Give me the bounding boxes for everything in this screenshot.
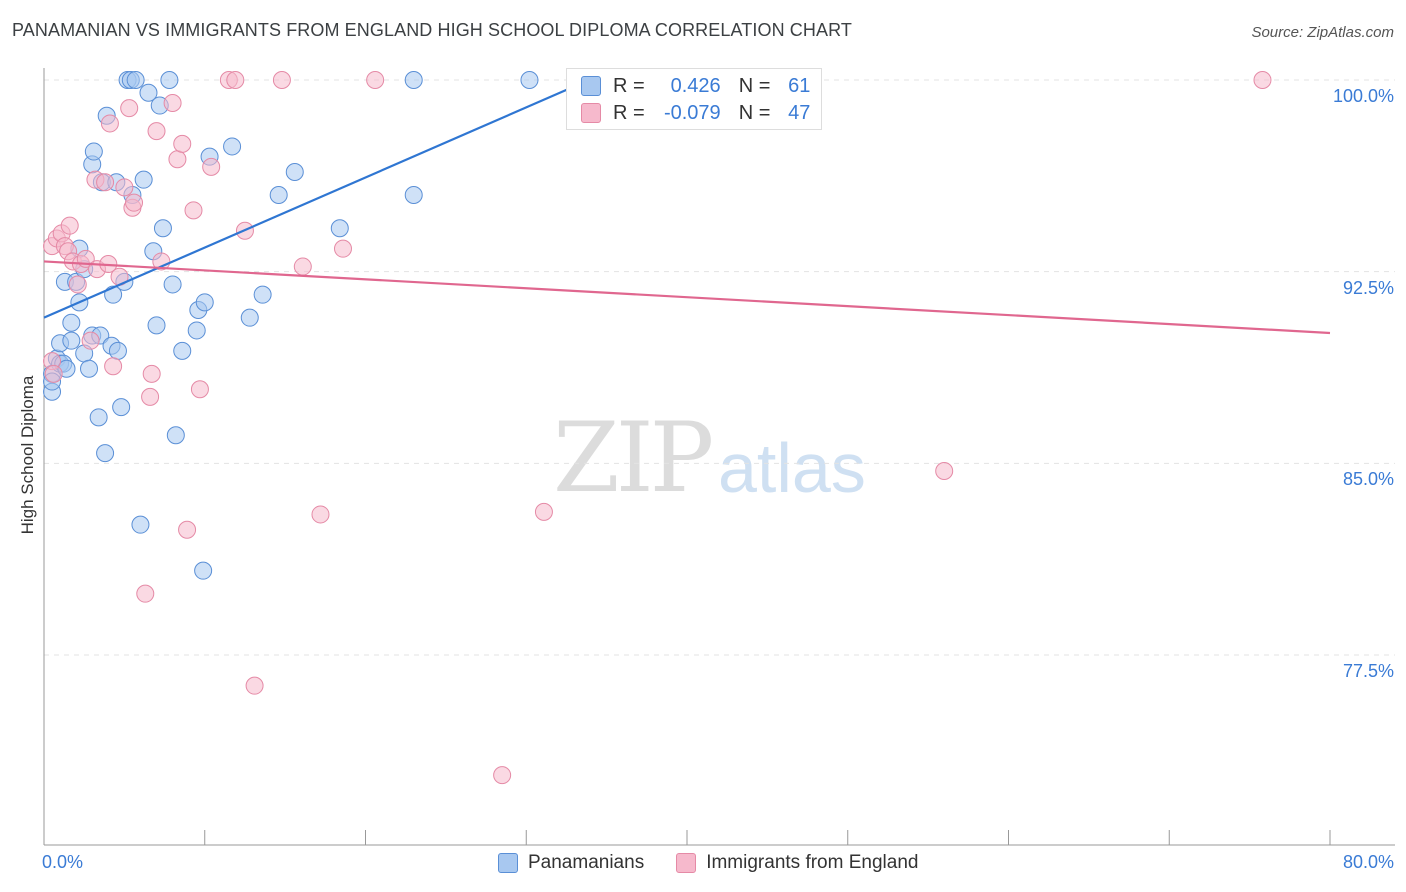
england-point xyxy=(245,676,264,695)
stats-legend: R = 0.426 N = 61 R = -0.079 N = 47 xyxy=(566,68,822,130)
panamanian-point xyxy=(80,359,99,378)
r-value-panamanians: 0.426 xyxy=(670,74,721,97)
blue-swatch xyxy=(498,853,518,873)
england-point xyxy=(178,520,197,539)
panamanian-point xyxy=(187,321,206,340)
panamanian-point xyxy=(131,515,150,534)
panamanian-point xyxy=(223,137,242,156)
england-point xyxy=(366,71,385,89)
england-point xyxy=(120,99,139,118)
panamanian-point xyxy=(62,313,81,332)
panamanian-point xyxy=(240,308,259,327)
england-point xyxy=(147,122,166,141)
england-point xyxy=(935,462,954,480)
panamanian-point xyxy=(404,71,423,89)
england-point xyxy=(96,173,115,192)
stats-row-panamanians: R = 0.426 N = 61 xyxy=(581,73,810,99)
england-point xyxy=(293,257,312,276)
england-point xyxy=(272,71,291,89)
watermark-zip: ZIP xyxy=(553,402,714,514)
england-point xyxy=(1253,71,1272,89)
panamanian-point xyxy=(96,444,115,463)
x-tick-max: 80.0% xyxy=(1342,852,1394,872)
england-point xyxy=(311,505,330,524)
england-point xyxy=(190,380,209,399)
x-tick-min: 0.0% xyxy=(42,852,84,872)
england-point xyxy=(142,364,161,383)
r-label: R = xyxy=(613,101,645,124)
panamanian-point xyxy=(195,293,214,312)
watermark-atlas: atlas xyxy=(718,429,866,507)
legend-label-england: Immigrants from England xyxy=(706,852,919,873)
panamanian-point xyxy=(330,219,349,238)
england-point xyxy=(100,114,119,133)
england-point xyxy=(44,364,63,383)
panamanian-point xyxy=(253,285,272,304)
panamanian-point xyxy=(147,316,166,335)
england-point xyxy=(226,71,245,89)
panamanian-point xyxy=(112,398,131,417)
stats-row-england: R = -0.079 N = 47 xyxy=(581,100,810,126)
panamanian-point xyxy=(153,219,172,238)
england-point xyxy=(115,178,134,197)
n-label: N = xyxy=(738,101,771,124)
england-point xyxy=(136,584,155,603)
legend-item-panamanians[interactable]: Panamanians xyxy=(498,852,644,874)
england-point xyxy=(104,357,123,376)
panamanian-point xyxy=(163,275,182,294)
legend-label-panamanians: Panamanians xyxy=(528,852,645,873)
n-value-panamanians: 61 xyxy=(788,74,811,97)
england-point xyxy=(168,150,187,169)
y-tick-92-5: 92.5% xyxy=(1342,278,1394,298)
panamanian-point xyxy=(126,71,145,89)
england-point xyxy=(534,502,553,521)
panamanian-point xyxy=(269,186,288,204)
legend-item-england[interactable]: Immigrants from England xyxy=(676,852,918,874)
y-axis-label: High School Diploma xyxy=(18,375,37,535)
panamanian-point xyxy=(108,341,127,360)
pink-swatch xyxy=(581,103,601,123)
england-point xyxy=(68,275,87,294)
england-point xyxy=(60,216,79,235)
bottom-legend: Panamanians Immigrants from England xyxy=(498,852,950,874)
panamanian-point xyxy=(84,142,103,161)
blue-swatch xyxy=(581,76,601,96)
y-tick-77-5: 77.5% xyxy=(1342,661,1394,681)
england-point xyxy=(202,157,221,176)
panamanian-point xyxy=(520,71,539,89)
england-point xyxy=(163,94,182,112)
england-point xyxy=(184,201,203,220)
panamanian-point xyxy=(404,186,423,204)
pink-swatch xyxy=(676,853,697,873)
chart-title: PANAMANIAN VS IMMIGRANTS FROM ENGLAND HI… xyxy=(12,20,852,40)
r-label: R = xyxy=(613,74,645,97)
panamanian-point xyxy=(62,331,81,350)
england-point xyxy=(81,331,100,350)
n-value-england: 47 xyxy=(788,101,811,124)
panamanian-point xyxy=(194,561,213,580)
panamanian-point xyxy=(173,341,192,360)
r-value-england: -0.079 xyxy=(663,101,721,124)
panamanian-trend-line xyxy=(43,71,608,319)
source-label: Source: ZipAtlas.com xyxy=(1251,24,1394,41)
panamanian-point xyxy=(134,170,153,189)
england-point xyxy=(125,193,144,212)
panamanian-point xyxy=(166,426,185,445)
n-label: N = xyxy=(738,74,771,97)
panamanian-point xyxy=(139,83,158,102)
y-tick-100: 100.0% xyxy=(1332,86,1394,106)
england-point xyxy=(173,134,192,153)
y-tick-85: 85.0% xyxy=(1342,469,1394,489)
england-point xyxy=(141,387,160,406)
england-point xyxy=(493,766,512,785)
england-trend-line xyxy=(43,260,1331,335)
panamanian-point xyxy=(285,163,304,181)
panamanian-point xyxy=(89,408,108,427)
panamanian-point xyxy=(160,71,179,89)
england-point xyxy=(333,239,352,258)
